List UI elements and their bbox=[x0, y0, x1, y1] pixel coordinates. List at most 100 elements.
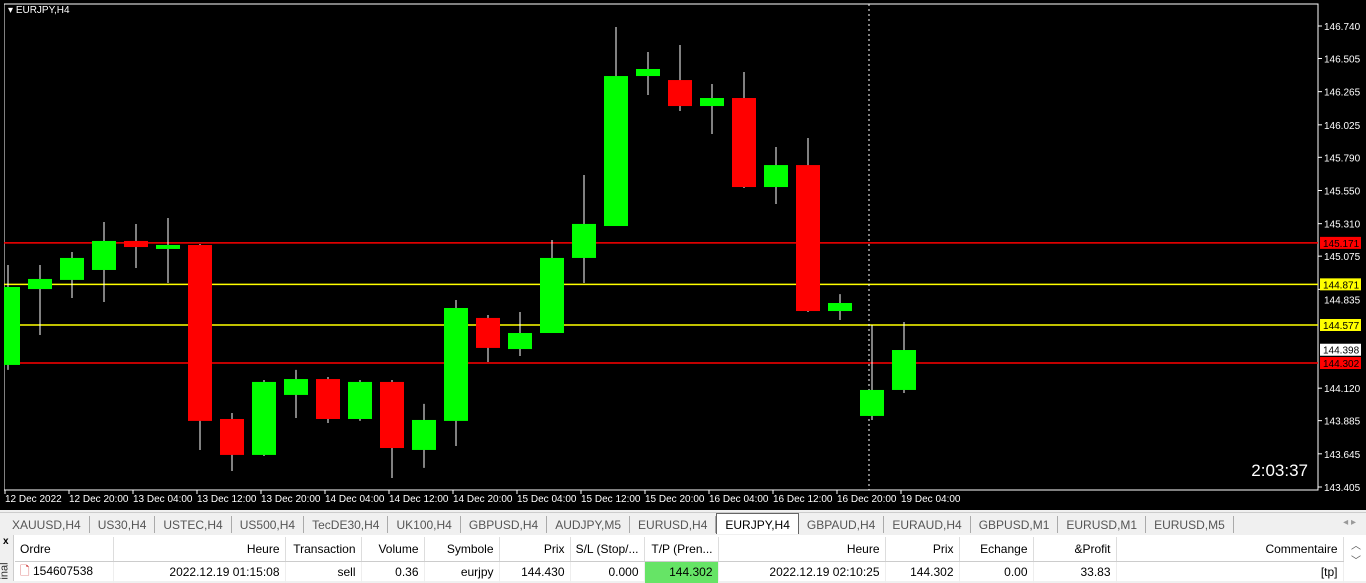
bear-candle bbox=[476, 317, 500, 348]
price-level-label: 145.171 bbox=[1323, 239, 1360, 250]
tab-scroll-arrows-icon[interactable]: ◂ ▸ bbox=[1343, 517, 1356, 528]
y-tick-label: 146.265 bbox=[1324, 88, 1361, 99]
cell-value: [tp] bbox=[1320, 565, 1338, 579]
column-header[interactable]: T/P (Pren... bbox=[644, 537, 719, 562]
column-header[interactable]: Prix bbox=[499, 537, 571, 562]
tab-gbpusd-m1[interactable]: GBPUSD,M1 bbox=[971, 516, 1059, 533]
bull-candle bbox=[60, 257, 84, 280]
terminal-panel: x inal Ordre Heure Transaction Volume Symbol… bbox=[0, 535, 1366, 583]
tab-gbpusd-h4[interactable]: GBPUSD,H4 bbox=[461, 516, 548, 533]
y-tick-label: 145.550 bbox=[1324, 186, 1361, 197]
y-tick-label: 143.645 bbox=[1324, 450, 1361, 461]
tab-eurusd-m5[interactable]: EURUSD,M5 bbox=[1146, 516, 1234, 533]
column-header[interactable]: Heure bbox=[718, 537, 886, 562]
scrollbar[interactable]: ︿ ﹀ bbox=[1346, 537, 1366, 581]
column-header[interactable]: Transaction bbox=[285, 537, 362, 562]
x-tick-label: 15 Dec 04:00 bbox=[517, 494, 577, 505]
bull-candle bbox=[764, 165, 788, 188]
tab-uk100-h4[interactable]: UK100,H4 bbox=[388, 516, 461, 533]
price-level-label: 144.577 bbox=[1323, 321, 1360, 332]
x-tick-label: 16 Dec 04:00 bbox=[709, 494, 769, 505]
y-tick-label: 145.310 bbox=[1324, 220, 1361, 231]
price-level-label-bg bbox=[1320, 236, 1361, 249]
bull-candle bbox=[700, 98, 724, 107]
price-level-label-bg bbox=[1320, 278, 1361, 291]
price-level-label: 144.871 bbox=[1323, 280, 1360, 291]
bull-candle bbox=[348, 381, 372, 419]
column-header[interactable]: Volume bbox=[361, 537, 425, 562]
x-tick-label: 14 Dec 04:00 bbox=[325, 494, 385, 505]
price-level-label-bg bbox=[1320, 318, 1361, 331]
bull-candle bbox=[540, 257, 564, 334]
column-header[interactable]: &Profit bbox=[1033, 537, 1117, 562]
tab-tecde30-h4[interactable]: TecDE30,H4 bbox=[304, 516, 389, 533]
tab-xauusd-h4[interactable]: XAUUSD,H4 bbox=[4, 516, 90, 533]
column-header[interactable]: Symbole bbox=[424, 537, 500, 562]
chart-canvas[interactable]: 146.740 146.505 146.265 146.025 145.790 145.5… bbox=[0, 0, 1366, 510]
price-chart[interactable]: 146.740 146.505 146.265 146.025 145.790 145.5… bbox=[0, 0, 1366, 510]
cell-value: eurjpy bbox=[460, 565, 494, 579]
y-tick-label: 145.075 bbox=[1324, 252, 1361, 263]
x-tick-label: 15 Dec 12:00 bbox=[581, 494, 641, 505]
x-tick-label: 12 Dec 2022 bbox=[5, 494, 62, 505]
cell-value: 144.430 bbox=[521, 565, 565, 579]
table-cell: 0.36 bbox=[361, 561, 425, 583]
cell-value: 144.302 bbox=[669, 565, 713, 579]
cell-value: 2022.12.19 01:15:08 bbox=[169, 565, 280, 579]
tab-ustec-h4[interactable]: USTEC,H4 bbox=[155, 516, 232, 533]
scroll-down-icon[interactable]: ﹀ bbox=[1351, 556, 1361, 567]
bear-candle bbox=[316, 379, 340, 419]
table-cell: 144.302 bbox=[644, 561, 719, 583]
bear-candle bbox=[220, 418, 244, 455]
x-tick-label: 14 Dec 12:00 bbox=[389, 494, 449, 505]
tab-eurusd-h4[interactable]: EURUSD,H4 bbox=[630, 516, 717, 533]
tab-gbpaud-h4[interactable]: GBPAUD,H4 bbox=[799, 516, 885, 533]
x-tick-label: 15 Dec 20:00 bbox=[645, 494, 705, 505]
cell-value: 154607538 bbox=[32, 563, 94, 578]
bull-candle bbox=[284, 379, 308, 395]
table-cell: 0.00 bbox=[959, 561, 1034, 583]
cell-value: 33.83 bbox=[1080, 565, 1111, 579]
cell-value: 0.000 bbox=[608, 565, 639, 579]
column-header[interactable]: Prix bbox=[885, 537, 960, 562]
scroll-up-icon[interactable]: ︿ bbox=[1351, 541, 1361, 552]
table-cell: 2022.12.19 02:10:25 bbox=[718, 561, 886, 583]
bull-candle bbox=[0, 286, 20, 365]
bull-candle bbox=[572, 223, 596, 258]
bull-candle bbox=[444, 307, 468, 421]
tab-us500-h4[interactable]: US500,H4 bbox=[232, 516, 305, 533]
bull-candle bbox=[28, 278, 52, 290]
x-tick-label: 16 Dec 12:00 bbox=[773, 494, 833, 505]
bull-candle bbox=[828, 303, 852, 312]
tab-eurjpy-h4[interactable]: EURJPY,H4 bbox=[716, 513, 799, 534]
table-cell: 144.302 bbox=[885, 561, 960, 583]
y-tick-label: 146.740 bbox=[1324, 22, 1361, 33]
table-row[interactable]: 🗋 154607538 2022.12.19 01:15:08 sell 0.36 eu… bbox=[15, 561, 1344, 583]
bear-candle bbox=[380, 381, 404, 449]
table-cell: eurjpy bbox=[424, 561, 500, 583]
bear-candle bbox=[188, 244, 212, 421]
y-tick-label: 144.835 bbox=[1324, 295, 1361, 306]
column-header[interactable]: Echange bbox=[959, 537, 1034, 562]
column-header[interactable]: S/L (Stop/... bbox=[570, 537, 645, 562]
tab-euraud-h4[interactable]: EURAUD,H4 bbox=[884, 516, 971, 533]
column-header[interactable]: Ordre bbox=[15, 537, 114, 562]
price-level-label-bg bbox=[1320, 357, 1361, 370]
chart-title[interactable]: ▾ EURJPY,H4 bbox=[8, 5, 70, 16]
x-tick-label: 14 Dec 20:00 bbox=[453, 494, 513, 505]
tab-audjpy-m5[interactable]: AUDJPY,M5 bbox=[547, 516, 631, 533]
tab-eurusd-m1[interactable]: EURUSD,M1 bbox=[1058, 516, 1147, 533]
close-icon[interactable]: x bbox=[3, 536, 9, 547]
x-tick-label: 13 Dec 12:00 bbox=[197, 494, 257, 505]
order-icon: 🗋 bbox=[20, 563, 33, 578]
bear-candle bbox=[796, 165, 820, 312]
column-header[interactable]: Heure bbox=[113, 537, 286, 562]
bull-candle bbox=[860, 389, 884, 416]
column-header[interactable]: Commentaire bbox=[1116, 537, 1344, 562]
chart-tabs: XAUUSD,H4 US30,H4 USTEC,H4 US500,H4 TecDE30,… bbox=[0, 512, 1366, 534]
bull-candle bbox=[636, 68, 660, 77]
bull-candle bbox=[604, 76, 628, 227]
y-tick-label: 143.405 bbox=[1324, 483, 1361, 494]
tab-us30-h4[interactable]: US30,H4 bbox=[90, 516, 156, 533]
y-tick-label: 143.885 bbox=[1324, 417, 1361, 428]
